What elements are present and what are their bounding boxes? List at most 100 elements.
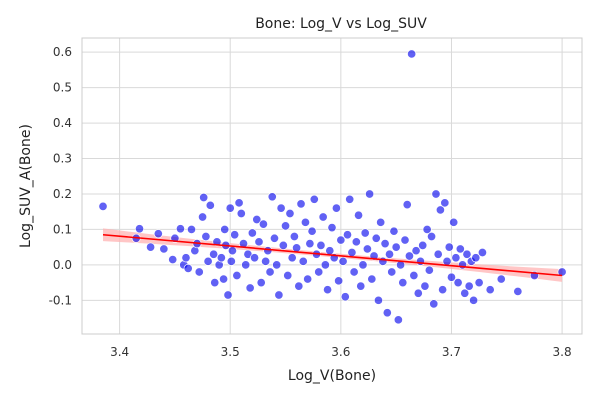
data-point [342, 230, 353, 240]
data-point [424, 265, 434, 275]
data-point [296, 199, 306, 209]
data-point [336, 235, 346, 245]
data-point [444, 242, 454, 252]
data-point [460, 288, 470, 298]
y-tick-label: -0.1 [49, 293, 72, 307]
data-point [380, 239, 390, 249]
data-point [175, 224, 186, 234]
data-point [194, 267, 204, 277]
data-point [451, 253, 461, 263]
data-point [474, 278, 484, 288]
y-tick-label: 0.2 [53, 187, 72, 201]
data-point [236, 208, 246, 219]
data-point [362, 244, 372, 254]
data-point [205, 200, 215, 210]
data-point [245, 283, 255, 293]
data-point [338, 256, 348, 266]
data-point [307, 226, 317, 236]
y-axis-ticks: -0.1 0.0 0.1 0.2 0.3 0.4 0.5 0.6 [49, 45, 72, 307]
data-point [287, 253, 297, 263]
y-axis-label: Log_SUV_A(Bone) [18, 124, 34, 248]
data-point [429, 299, 439, 309]
data-point [400, 235, 410, 245]
data-point [446, 272, 457, 282]
data-point [294, 281, 304, 291]
data-point [371, 233, 381, 243]
data-point [513, 286, 523, 297]
data-point [241, 260, 251, 270]
plot-frame [81, 37, 583, 335]
data-point [557, 267, 567, 277]
data-point [272, 260, 282, 270]
data-point [223, 290, 233, 300]
data-point [230, 230, 240, 240]
data-point [232, 270, 242, 281]
data-point [457, 260, 468, 270]
data-point [220, 224, 230, 234]
data-point [378, 256, 388, 266]
data-point [340, 292, 350, 302]
data-point [201, 231, 211, 242]
data-point [347, 247, 357, 258]
data-point [415, 256, 426, 266]
data-point [159, 244, 169, 254]
data-point [292, 243, 302, 253]
data-point [134, 224, 145, 234]
data-point [216, 253, 226, 263]
data-point [256, 278, 266, 288]
y-tick-label: 0.3 [53, 152, 72, 166]
x-tick-label: 3.4 [110, 345, 129, 359]
data-point [449, 217, 459, 227]
data-point [318, 212, 328, 222]
data-point [252, 214, 262, 225]
regression-line [102, 233, 563, 277]
data-point [413, 288, 423, 298]
data-point [404, 251, 414, 261]
data-point [455, 244, 465, 254]
data-point [303, 274, 313, 284]
data-point [269, 233, 280, 243]
y-tick-label: 0.1 [53, 222, 72, 236]
y-tick-label: 0.5 [53, 81, 72, 95]
x-tick-label: 3.6 [331, 345, 350, 359]
chart-title: Bone: Log_V vs Log_SUV [255, 16, 427, 32]
data-point [146, 242, 156, 252]
data-point [198, 212, 208, 222]
data-point [181, 253, 191, 263]
data-point [431, 189, 441, 199]
data-point [367, 274, 377, 284]
data-point [331, 203, 341, 213]
data-point [345, 194, 355, 204]
data-point [300, 217, 311, 227]
data-point [433, 249, 443, 259]
data-point [418, 240, 428, 250]
data-point [409, 270, 419, 281]
data-point [420, 281, 430, 291]
gridlines [82, 38, 582, 334]
x-tick-label: 3.5 [221, 345, 240, 359]
data-point [356, 281, 366, 291]
data-point [427, 231, 437, 242]
data-point [316, 240, 326, 250]
data-point [407, 49, 417, 59]
data-point [261, 256, 271, 266]
data-point [278, 240, 288, 250]
data-point [422, 224, 432, 234]
y-tick-label: 0.6 [53, 45, 72, 59]
data-point [265, 267, 275, 277]
data-point [477, 247, 487, 258]
data-point [349, 267, 359, 277]
data-point [289, 231, 299, 242]
regression-layer [102, 233, 563, 277]
x-tick-label: 3.8 [553, 345, 572, 359]
x-tick-label: 3.7 [442, 345, 461, 359]
data-point [435, 205, 445, 215]
data-point [387, 267, 397, 277]
data-point [411, 246, 421, 256]
data-point [358, 260, 368, 270]
data-point [391, 242, 401, 252]
data-point [250, 253, 260, 263]
y-tick-label: 0.0 [53, 258, 72, 272]
data-point [263, 246, 273, 256]
data-point [153, 229, 163, 239]
